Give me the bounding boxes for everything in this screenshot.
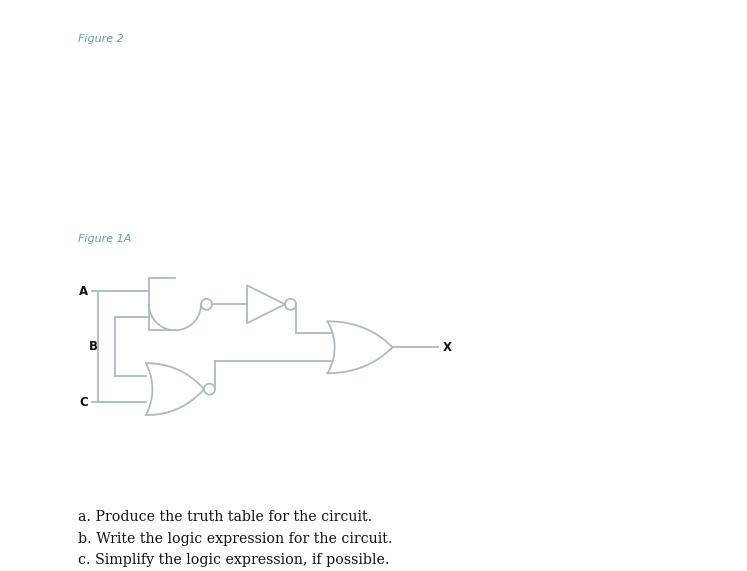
Text: c. Simplify the logic expression, if possible.: c. Simplify the logic expression, if pos… (78, 553, 390, 567)
Text: Figure 2: Figure 2 (78, 34, 124, 44)
Text: Figure 1A: Figure 1A (78, 234, 131, 244)
Text: b. Write the logic expression for the circuit.: b. Write the logic expression for the ci… (78, 532, 393, 545)
Text: A: A (79, 285, 88, 298)
Text: X: X (442, 341, 451, 354)
Text: a. Produce the truth table for the circuit.: a. Produce the truth table for the circu… (78, 510, 373, 524)
Text: B: B (89, 340, 98, 353)
Text: C: C (79, 396, 88, 409)
